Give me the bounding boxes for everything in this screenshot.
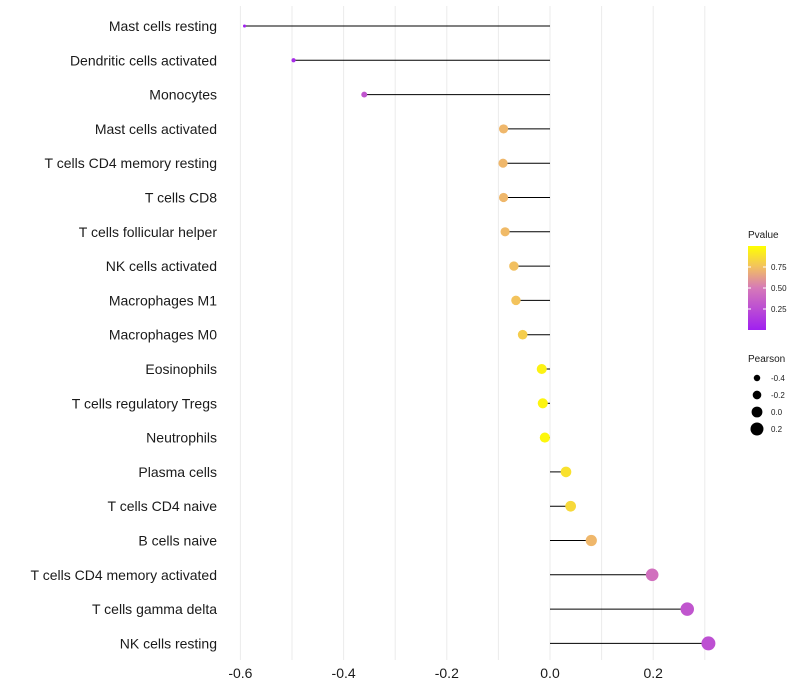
pvalue-colorbar — [748, 246, 766, 330]
size-legend-label: 0.0 — [771, 408, 783, 417]
x-tick-label: 0.0 — [540, 665, 560, 681]
lollipop-point — [680, 602, 694, 616]
lollipop-point — [645, 568, 659, 582]
y-axis-label: Mast cells activated — [95, 121, 217, 137]
colorbar-tick-label: 0.75 — [771, 263, 787, 272]
lollipop-point — [500, 227, 510, 237]
colorbar-tick-label: 0.50 — [771, 284, 787, 293]
lollipop-point — [536, 363, 547, 375]
y-axis-label: T cells CD4 memory activated — [31, 567, 217, 583]
y-axis-label: Mast cells resting — [109, 18, 217, 34]
size-legend-label: 0.2 — [771, 425, 783, 434]
lollipop-point — [509, 261, 519, 271]
lollipop-point — [498, 192, 509, 203]
y-axis-labels: Mast cells resting Dendritic cells activa… — [31, 18, 218, 651]
y-axis-label: Macrophages M0 — [109, 327, 217, 343]
x-axis-ticks: -0.6 -0.4 -0.2 0.0 0.2 — [228, 665, 663, 681]
size-legend-key — [751, 406, 763, 418]
size-legend-label: -0.2 — [771, 391, 785, 400]
lollipop-point — [701, 636, 716, 651]
y-axis-label: T cells regulatory Tregs — [72, 395, 217, 411]
pvalue-legend-title: Pvalue — [748, 230, 779, 241]
x-tick-label: -0.6 — [228, 665, 252, 681]
y-axis-label: Plasma cells — [138, 464, 217, 480]
lollipop-point — [517, 329, 528, 340]
lollipop-point — [539, 432, 550, 443]
grid-lines — [239, 6, 706, 660]
lollipop-point — [242, 24, 247, 28]
y-axis-label: B cells naive — [138, 533, 217, 549]
y-axis-label: Eosinophils — [145, 361, 217, 377]
size-legend-label: -0.4 — [771, 374, 785, 383]
colorbar-tick-label: 0.25 — [771, 305, 787, 314]
lollipop-point — [560, 466, 572, 478]
y-axis-label: T cells gamma delta — [92, 601, 217, 617]
y-axis-label: NK cells resting — [120, 635, 217, 651]
y-axis-label: NK cells activated — [106, 258, 217, 274]
y-axis-label: T cells CD8 — [145, 190, 217, 206]
pvalue-legend: Pvalue 0.75 0.50 0.25 — [748, 230, 787, 330]
y-axis-label: Dendritic cells activated — [70, 52, 217, 68]
x-tick-label: -0.2 — [435, 665, 459, 681]
size-legend-key — [753, 374, 761, 382]
lollipop-point — [585, 534, 597, 547]
y-axis-label: T cells CD4 naive — [108, 498, 218, 514]
lollipop-points — [242, 24, 716, 651]
x-tick-label: -0.4 — [332, 665, 356, 681]
lollipop-point — [565, 500, 577, 512]
lollipop-stems — [244, 25, 709, 644]
lollipop-point — [361, 91, 368, 98]
y-axis-label: Monocytes — [149, 87, 217, 103]
lollipop-point — [498, 124, 509, 134]
size-legend-key — [752, 390, 762, 400]
x-tick-label: 0.2 — [643, 665, 663, 681]
y-axis-label: Macrophages M1 — [109, 292, 217, 308]
y-axis-label: Neutrophils — [146, 430, 217, 446]
y-axis-label: T cells CD4 memory resting — [45, 155, 217, 171]
lollipop-point — [291, 58, 296, 63]
lollipop-point — [498, 158, 508, 168]
pearson-legend: Pearson -0.4 -0.2 0.0 0.2 — [748, 354, 785, 436]
lollipop-point — [511, 295, 521, 306]
lollipop-point — [537, 398, 548, 409]
size-legend-key — [750, 422, 764, 436]
pearson-legend-title: Pearson — [748, 354, 785, 365]
y-axis-label: T cells follicular helper — [79, 224, 218, 240]
